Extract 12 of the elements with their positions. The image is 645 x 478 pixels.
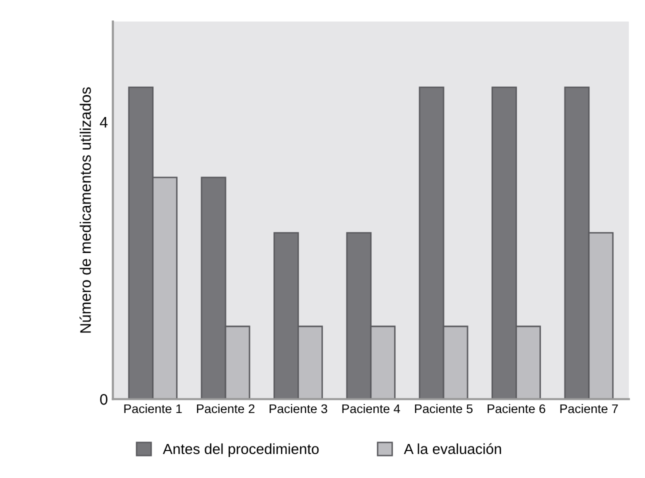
x-tick-label: Paciente 7	[560, 404, 618, 414]
y-tick-label: 4	[100, 117, 108, 128]
x-tick-label: Paciente 6	[488, 404, 546, 414]
x-tick-label: Paciente 1	[124, 404, 182, 414]
x-tick-label: Paciente 5	[415, 404, 473, 414]
legend-label: A la evaluación	[404, 443, 502, 454]
y-axis-title: Número de medicamentos utilizados	[80, 87, 91, 333]
x-tick-label: Paciente 3	[270, 404, 328, 414]
y-tick-label: 0	[100, 394, 108, 405]
x-tick-label: Paciente 2	[197, 404, 254, 414]
legend-label: Antes del procedimiento	[162, 443, 319, 458]
x-tick-label: Paciente 4	[342, 404, 400, 414]
